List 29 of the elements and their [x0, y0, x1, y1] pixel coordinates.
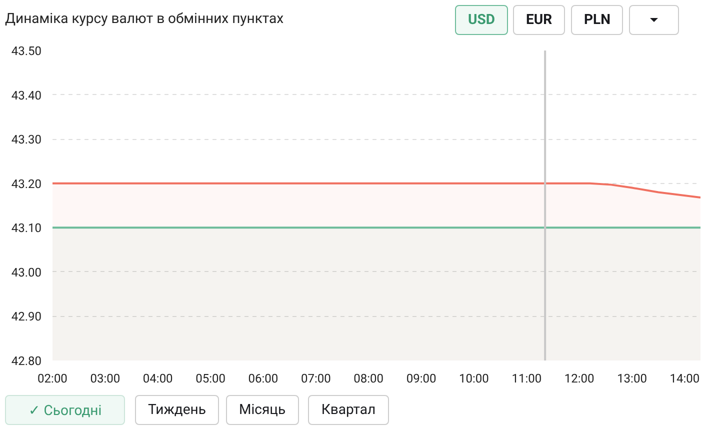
y-tick-label: 43.20 — [11, 176, 42, 191]
x-tick-label: 04:00 — [142, 372, 174, 386]
x-tick-label: 08:00 — [354, 372, 384, 386]
x-tick-label: 09:00 — [406, 372, 436, 386]
chart-title: Динаміка курсу валют в обмінних пунктах — [5, 10, 284, 29]
x-tick-label: 12:00 — [564, 372, 595, 386]
x-tick-label: 11:00 — [512, 372, 542, 386]
x-tick-label: 02:00 — [38, 372, 68, 386]
text: ✓ Сьогодні — [5, 395, 125, 425]
x-tick-label: 06:00 — [248, 372, 278, 386]
y-tick-label: 43.50 — [11, 44, 42, 58]
y-tick-label: 42.90 — [11, 310, 42, 324]
y-tick-label: 43.30 — [11, 132, 42, 147]
y-tick-label: 42.80 — [11, 354, 42, 368]
text: PLN — [571, 5, 624, 35]
y-tick-label: 43.40 — [11, 88, 42, 102]
text: Місяць — [226, 395, 299, 425]
x-tick-label: 05:00 — [196, 372, 226, 386]
y-tick-label: 43.00 — [11, 265, 42, 280]
y-tick-label: 43.10 — [11, 221, 42, 236]
text: USD — [455, 5, 508, 35]
x-tick-label: 07:00 — [300, 372, 332, 386]
x-tick-label: 03:00 — [90, 372, 120, 386]
text: Квартал — [308, 395, 389, 425]
x-tick-label: 13:00 — [617, 372, 648, 386]
text: Тиждень — [135, 395, 219, 425]
text: EUR — [513, 5, 566, 35]
x-tick-label: 14:00 — [670, 372, 700, 386]
x-tick-label: 10:00 — [459, 372, 490, 386]
